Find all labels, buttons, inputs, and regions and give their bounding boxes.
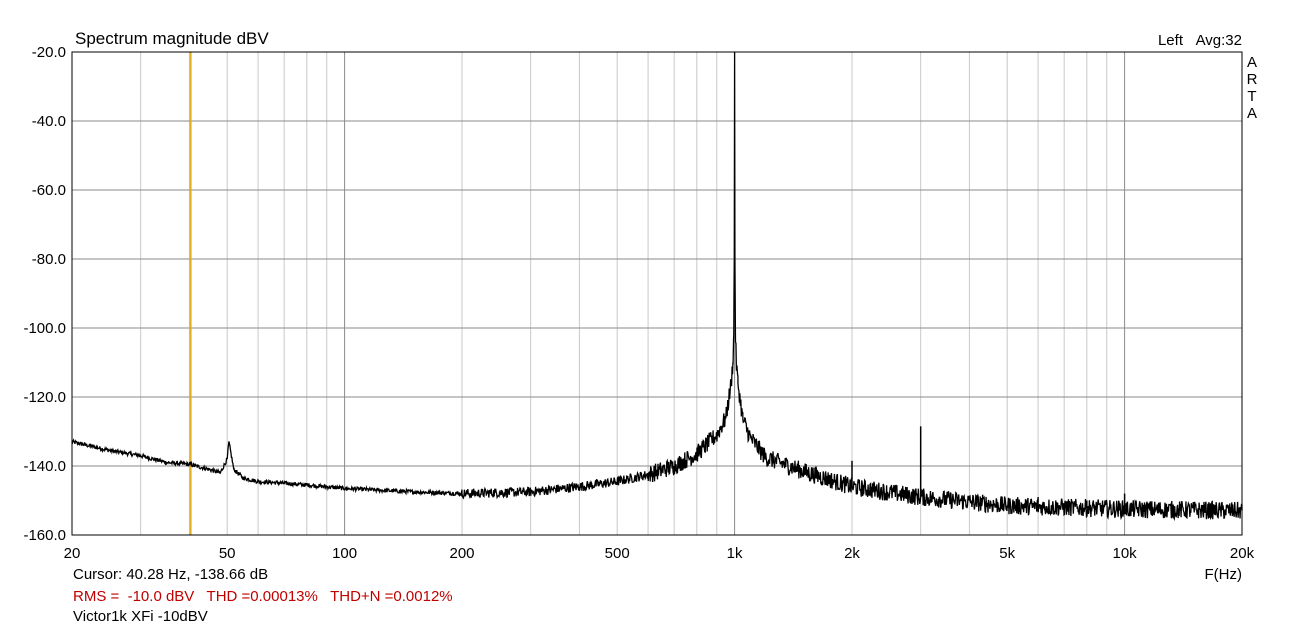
y-tick-label: -40.0	[32, 113, 66, 130]
series-layer	[71, 51, 1243, 522]
x-tick-label: 10k	[1113, 545, 1138, 562]
x-tick-label: 20	[64, 545, 81, 562]
device-label: Victor1k XFi -10dBV	[73, 608, 208, 625]
y-tick-label: -160.0	[23, 527, 66, 544]
x-tick-label: 2k	[844, 545, 860, 562]
brand-letter-r: R	[1247, 71, 1258, 88]
x-tick-label: 5k	[999, 545, 1015, 562]
y-tick-label: -140.0	[23, 458, 66, 475]
measurement-readout: RMS = -10.0 dBV THD =0.00013% THD+N =0.0…	[73, 588, 453, 605]
y-tick-label: -60.0	[32, 182, 66, 199]
x-tick-label: 1k	[727, 545, 743, 562]
plot-frame	[71, 51, 1243, 536]
arta-brand: A R T A	[1247, 54, 1258, 122]
y-tick-label: -20.0	[32, 44, 66, 61]
y-tick-label: -100.0	[23, 320, 66, 337]
x-tick-label: 200	[449, 545, 474, 562]
cursor-readout: Cursor: 40.28 Hz, -138.66 dB	[73, 566, 268, 583]
brand-letter-a2: A	[1247, 105, 1257, 122]
x-tick-label: 100	[332, 545, 357, 562]
x-tick-labels: 20 50 100 200 500 1k 2k 5k 10k 20k	[64, 545, 1255, 562]
spectrum-series-line	[71, 51, 1243, 522]
x-tick-label: 500	[605, 545, 630, 562]
chart-title: Spectrum magnitude dBV	[75, 29, 269, 48]
x-tick-label: 20k	[1230, 545, 1255, 562]
channel-label: Left	[1158, 32, 1184, 49]
x-axis-label: F(Hz)	[1205, 566, 1243, 583]
brand-letter-t: T	[1247, 88, 1256, 105]
x-tick-label: 50	[219, 545, 236, 562]
y-tick-label: -80.0	[32, 251, 66, 268]
brand-letter-a1: A	[1247, 54, 1257, 71]
avg-label: Avg:32	[1196, 32, 1242, 49]
y-tick-labels: -20.0 -40.0 -60.0 -80.0 -100.0 -120.0 -140.0 -1…	[23, 44, 66, 544]
y-tick-label: -120.0	[23, 389, 66, 406]
